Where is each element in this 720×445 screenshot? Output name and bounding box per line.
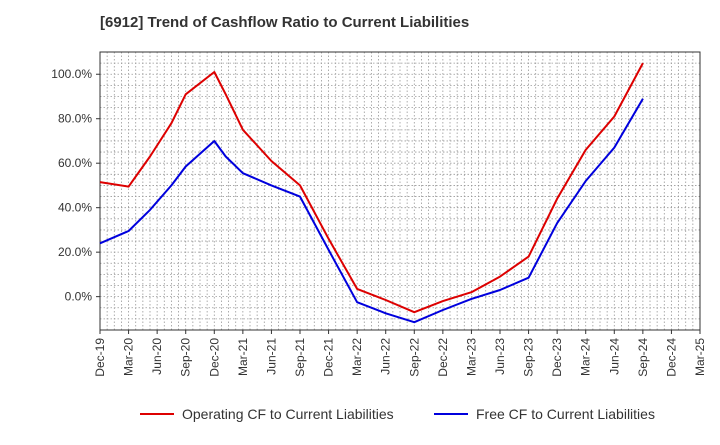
x-tick-label: Dec-23 (550, 338, 564, 377)
legend-label-1: Operating CF to Current Liabilities (182, 406, 394, 422)
y-tick-label: 80.0% (58, 112, 92, 126)
x-tick-label: Sep-20 (179, 338, 193, 377)
x-tick-label: Mar-21 (236, 338, 250, 376)
y-tick-label: 40.0% (58, 201, 92, 215)
x-tick-label: Dec-22 (436, 338, 450, 377)
x-tick-label: Sep-21 (293, 338, 307, 377)
x-tick-label: Jun-20 (150, 338, 164, 375)
x-tick-label: Dec-19 (93, 338, 107, 377)
x-tick-label: Jun-22 (379, 338, 393, 375)
x-tick-label: Dec-24 (664, 338, 678, 377)
legend-label-2: Free CF to Current Liabilities (476, 406, 655, 422)
y-tick-label: 60.0% (58, 156, 92, 170)
x-tick-label: Jun-24 (607, 338, 621, 375)
x-tick-label: Mar-23 (464, 338, 478, 376)
x-tick-label: Mar-22 (350, 338, 364, 376)
plot-area (100, 52, 700, 330)
x-tick-label: Dec-21 (322, 338, 336, 377)
x-tick-label: Sep-24 (636, 338, 650, 377)
x-tick-label: Dec-20 (207, 338, 221, 377)
x-tick-label: Mar-20 (122, 338, 136, 376)
y-tick-label: 0.0% (65, 290, 93, 304)
chart-title: [6912] Trend of Cashflow Ratio to Curren… (100, 14, 469, 31)
y-tick-label: 100.0% (51, 67, 92, 81)
x-tick-label: Jun-23 (493, 338, 507, 375)
x-tick-label: Mar-24 (579, 338, 593, 376)
x-tick-label: Mar-25 (693, 338, 707, 376)
x-tick-label: Sep-22 (407, 338, 421, 377)
x-tick-label: Sep-23 (522, 338, 536, 377)
x-tick-label: Jun-21 (264, 338, 278, 375)
y-tick-label: 20.0% (58, 245, 92, 259)
